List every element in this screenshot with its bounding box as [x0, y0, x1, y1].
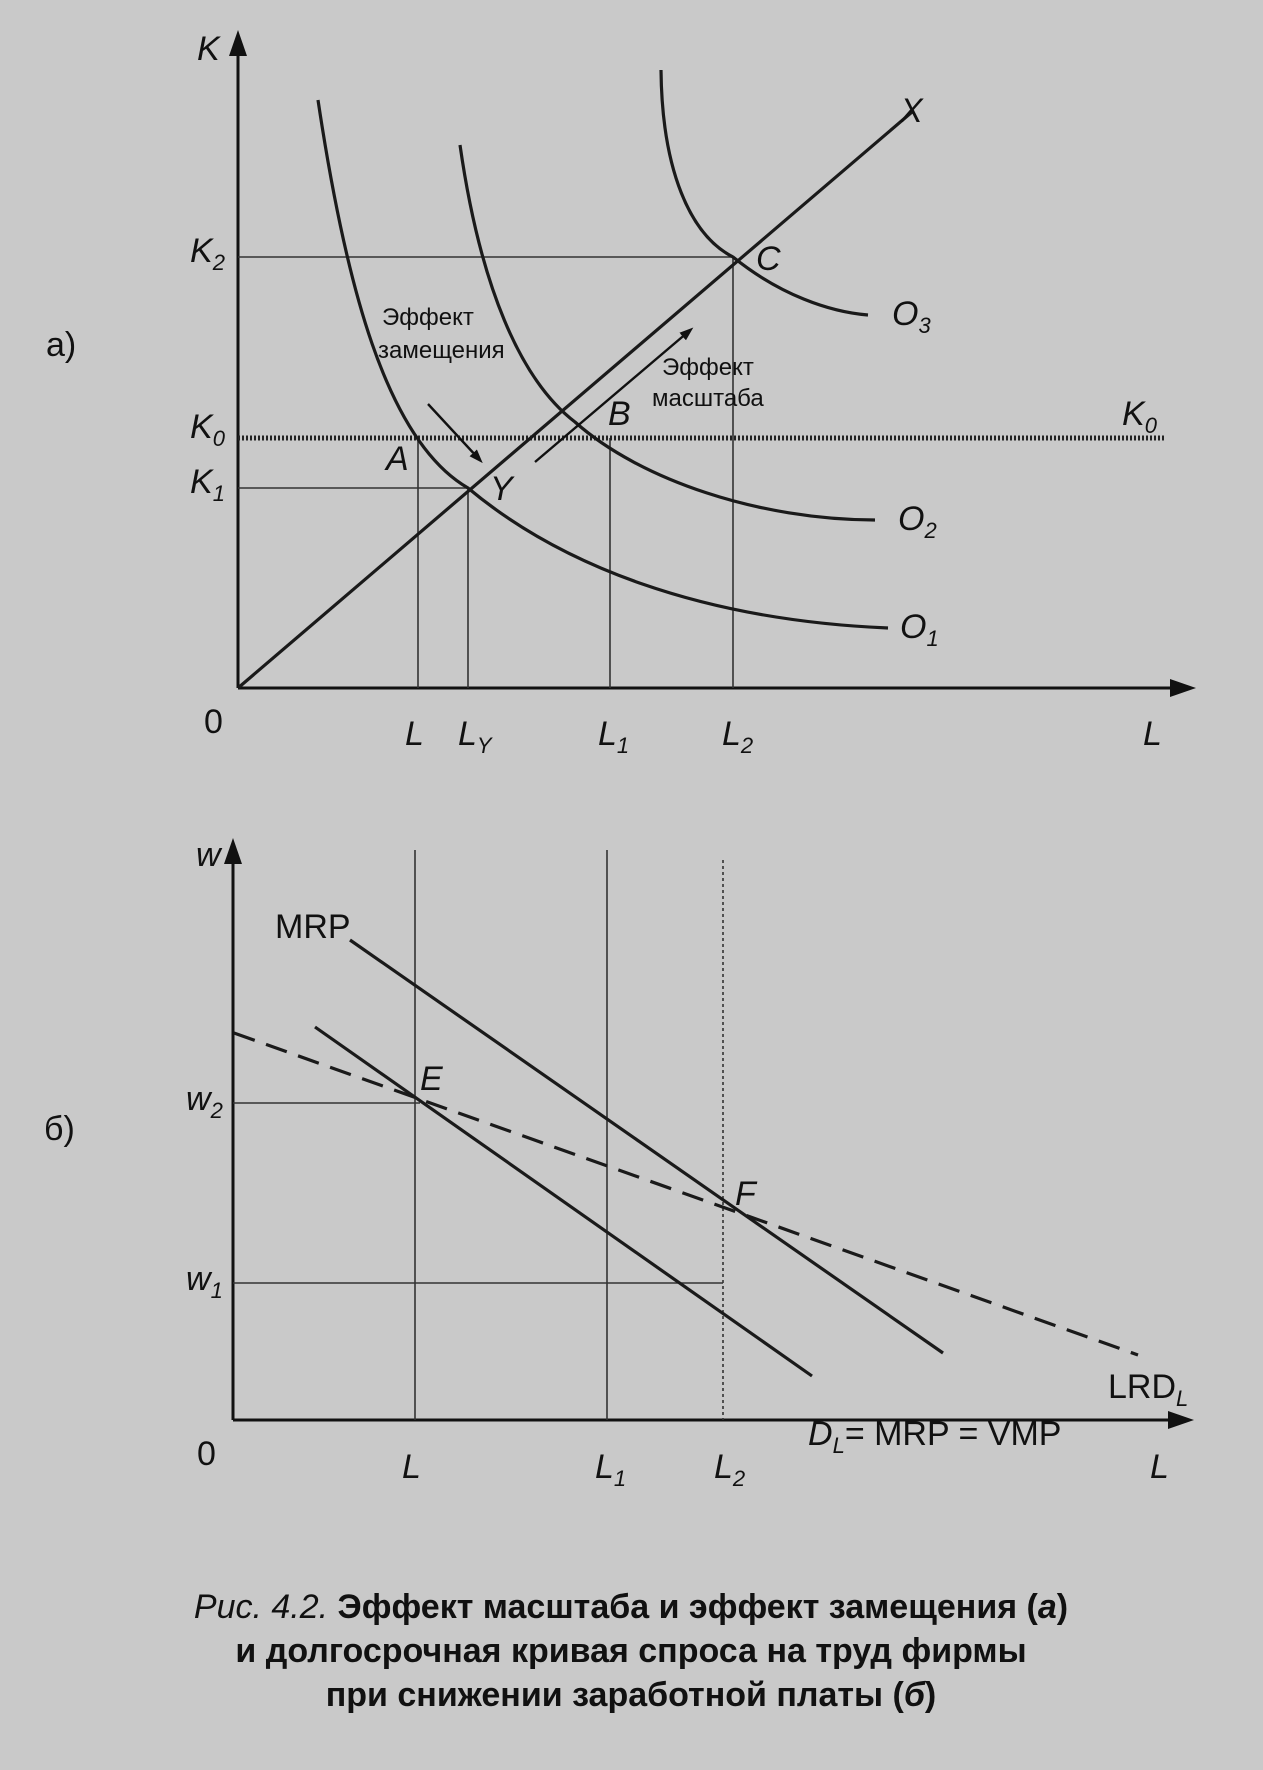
tick-k1: K1: [190, 463, 225, 506]
isoquant-o1: [316, 99, 889, 630]
label-demand-dl: DL= MRP = VMP: [808, 1415, 1061, 1458]
tick-l2: L2: [722, 715, 753, 758]
tick-b-l1: L1: [595, 1448, 626, 1491]
panel-b-x-arrow-icon: [1168, 1411, 1194, 1429]
label-o1: O1: [900, 608, 939, 651]
panel-b-y-arrow-icon: [224, 838, 242, 864]
point-b: B: [608, 395, 631, 433]
panel-a-label: а): [46, 326, 76, 364]
substitution-effect-label-line2: замещения: [378, 337, 505, 364]
caption-line-1: Рис. 4.2. Эффект масштаба и эффект замещ…: [194, 1588, 1068, 1626]
panel-a: K L 0 а) K2 K0 K1 L LY L1 L2 A Y B C O1 …: [46, 30, 1196, 758]
label-k0-right: K0: [1122, 395, 1158, 438]
point-e: E: [420, 1060, 443, 1098]
scale-effect-label-line2: масштаба: [652, 385, 764, 412]
scale-effect-label-line1: Эффект: [662, 354, 754, 381]
panel-a-y-axis-label: K: [197, 30, 221, 68]
tick-w1: w1: [186, 1260, 223, 1303]
expansion-ray-x: [236, 110, 914, 690]
label-lrd: LRDL: [1108, 1368, 1188, 1411]
tick-ly: LY: [458, 715, 493, 758]
panel-b-origin: 0: [197, 1435, 216, 1473]
demand-line-dl: [314, 1025, 813, 1378]
figure-caption: Рис. 4.2. Эффект масштаба и эффект замещ…: [194, 1588, 1068, 1714]
panel-a-x-arrow-icon: [1170, 679, 1196, 697]
label-o2: O2: [898, 500, 937, 543]
panel-a-y-arrow-icon: [229, 30, 247, 56]
panel-a-x-axis-label: L: [1143, 715, 1162, 753]
panel-b-y-axis-label: w: [196, 836, 223, 874]
tick-b-l: L: [402, 1448, 421, 1486]
mrp-line: [349, 938, 944, 1355]
label-mrp: MRP: [275, 908, 351, 946]
point-a: A: [384, 440, 409, 478]
tick-l: L: [405, 715, 424, 753]
isoquant-o2: [458, 144, 876, 522]
lrd-line: [233, 1031, 1139, 1357]
panel-b-x-axis-label: L: [1150, 1448, 1169, 1486]
label-o3: O3: [892, 295, 931, 338]
caption-line-3: при снижении заработной платы (б): [326, 1676, 937, 1714]
label-ray-x: X: [899, 92, 924, 130]
panel-b-label: б): [44, 1110, 75, 1148]
panel-b: w L 0 б) w2 w1 L L1 L2 E F MRP LRDL DL= …: [44, 836, 1194, 1491]
isoquant-o3: [659, 69, 869, 317]
panel-a-origin: 0: [204, 703, 223, 741]
substitution-arrow-icon: [427, 403, 483, 464]
tick-k0: K0: [190, 408, 226, 451]
point-c: C: [756, 240, 781, 278]
point-y: Y: [490, 470, 515, 508]
tick-k2: K2: [190, 232, 225, 275]
point-f: F: [735, 1175, 758, 1213]
caption-line-2: и долгосрочная кривая спроса на труд фир…: [235, 1632, 1026, 1670]
scale-arrow-icon: [534, 327, 694, 463]
substitution-effect-label-line1: Эффект: [382, 304, 474, 331]
tick-l1: L1: [598, 715, 629, 758]
tick-w2: w2: [186, 1080, 223, 1123]
tick-b-l2: L2: [714, 1448, 745, 1491]
